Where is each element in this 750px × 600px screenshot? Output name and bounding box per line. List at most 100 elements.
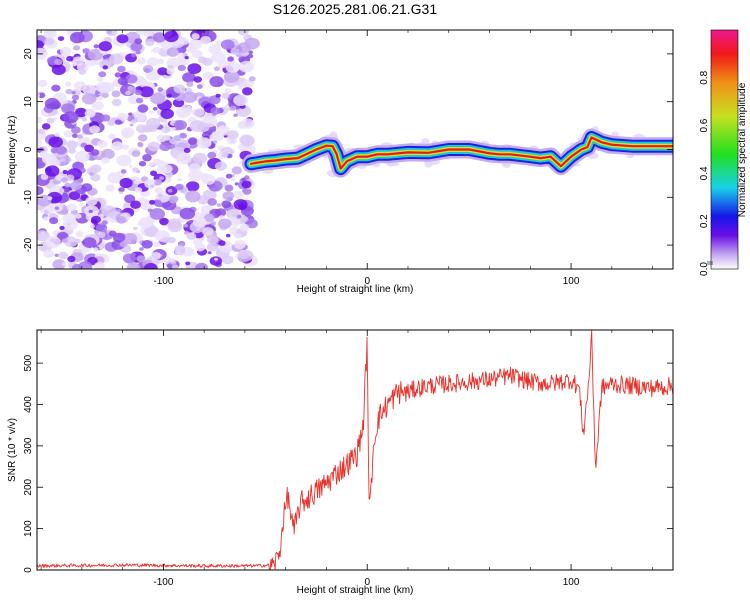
noise-blob xyxy=(111,98,122,107)
noise-blob xyxy=(156,58,165,65)
noise-blob xyxy=(39,150,48,158)
colorbar-tick-label: 0.0 xyxy=(699,262,710,276)
noise-blob xyxy=(89,125,100,134)
noise-blob xyxy=(209,76,224,88)
noise-blob xyxy=(234,182,239,186)
noise-blob xyxy=(61,103,75,114)
noise-blob xyxy=(194,243,206,252)
noise-blob xyxy=(150,170,158,177)
noise-blob xyxy=(114,72,122,78)
noise-blob xyxy=(177,52,185,58)
noise-blob xyxy=(177,64,186,71)
noise-blob xyxy=(154,159,164,167)
noise-blob xyxy=(116,154,132,167)
noise-blob xyxy=(188,163,201,173)
noise-blob xyxy=(183,223,188,228)
noise-blob xyxy=(90,224,95,229)
noise-blob xyxy=(196,84,203,89)
noise-blob xyxy=(75,213,82,219)
noise-blob xyxy=(45,236,61,249)
y-tick-label: 10 xyxy=(23,96,34,108)
noise-blob xyxy=(137,78,148,86)
noise-blob xyxy=(64,236,78,247)
noise-blob xyxy=(146,57,159,67)
noise-blob xyxy=(91,215,101,224)
noise-blob xyxy=(130,53,137,58)
noise-blob xyxy=(147,141,161,152)
noise-blob xyxy=(163,135,171,141)
noise-blob xyxy=(237,250,250,260)
noise-blob xyxy=(248,76,256,82)
noise-blob xyxy=(43,216,49,221)
noise-blob xyxy=(157,87,163,92)
noise-blob xyxy=(65,88,73,95)
noise-blob xyxy=(169,196,178,204)
noise-blob xyxy=(79,202,84,206)
noise-blob xyxy=(44,37,55,46)
noise-blob xyxy=(213,140,218,144)
noise-blob xyxy=(149,199,156,205)
x-tick-label: -100 xyxy=(153,577,173,588)
noise-blob xyxy=(61,238,68,243)
noise-blob xyxy=(179,132,187,139)
noise-blob xyxy=(119,191,123,195)
noise-blob xyxy=(202,227,214,236)
colorbar-gradient xyxy=(711,30,738,269)
noise-blob xyxy=(233,113,238,117)
noise-blob xyxy=(182,72,196,83)
noise-blob xyxy=(144,225,159,237)
noise-blob xyxy=(139,247,144,251)
noise-blob xyxy=(238,60,254,73)
noise-blob xyxy=(174,250,182,255)
noise-blob xyxy=(235,233,242,239)
noise-blob xyxy=(98,41,113,52)
noise-blob xyxy=(210,107,221,115)
noise-blob xyxy=(90,173,101,182)
noise-blob xyxy=(129,123,134,127)
y-tick-label: -20 xyxy=(23,237,34,252)
noise-blob xyxy=(88,171,95,176)
noise-blob xyxy=(65,174,75,182)
y-tick-label: 20 xyxy=(23,48,34,60)
snr-x-ticks: -100 0 100 xyxy=(40,330,653,588)
noise-blob xyxy=(193,76,202,83)
noise-blob xyxy=(54,132,60,137)
noise-blob xyxy=(155,191,171,203)
noise-blob xyxy=(148,110,154,115)
noise-blob xyxy=(226,130,239,140)
noise-blob xyxy=(131,252,136,256)
noise-blob xyxy=(72,133,78,138)
noise-blob xyxy=(212,132,224,141)
noise-blob xyxy=(82,48,90,54)
noise-blob xyxy=(233,199,248,210)
y-tick-label: 100 xyxy=(23,520,34,537)
noise-blob xyxy=(206,242,219,252)
noise-blob xyxy=(37,186,44,196)
noise-blob xyxy=(141,240,153,249)
noise-blob xyxy=(128,164,133,168)
noise-blob xyxy=(101,205,117,217)
noise-blob xyxy=(192,108,205,118)
noise-blob xyxy=(221,151,229,158)
snr-y-label: SNR (10 * v/v) xyxy=(7,418,18,482)
noise-blob xyxy=(169,257,176,263)
noise-blob xyxy=(167,64,174,70)
noise-blob xyxy=(221,255,234,265)
noise-blob xyxy=(189,120,205,132)
noise-blob xyxy=(93,247,99,252)
noise-blob xyxy=(147,208,153,213)
noise-blob xyxy=(131,150,141,157)
noise-blob xyxy=(64,188,70,193)
noise-blob xyxy=(132,167,139,173)
noise-blob xyxy=(179,37,189,45)
noise-blob xyxy=(136,124,148,134)
noise-blob xyxy=(148,162,155,167)
noise-blob xyxy=(224,88,232,94)
noise-blob xyxy=(183,147,191,153)
noise-blob xyxy=(156,134,167,143)
noise-blob xyxy=(192,152,207,164)
noise-blob xyxy=(204,197,209,201)
noise-blob xyxy=(101,114,111,122)
noise-blob xyxy=(182,91,198,103)
noise-blob xyxy=(225,61,240,73)
